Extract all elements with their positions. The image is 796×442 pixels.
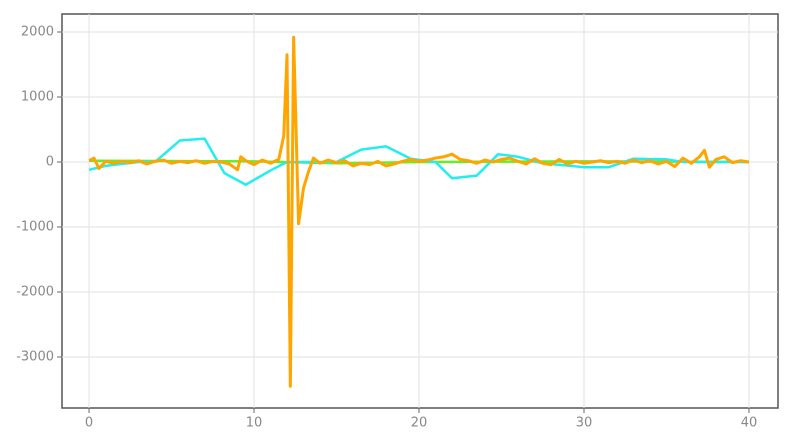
data-line	[88, 137, 749, 186]
lines	[88, 35, 750, 388]
x-tick-label: 0	[85, 416, 93, 431]
y-tick-label: 2000	[21, 25, 54, 40]
data-line	[88, 35, 750, 388]
tick-labels: 0 10 20 30 40 -3000 -2000 -1000 0 1000 2000	[16, 25, 757, 431]
y-tick-label: -2000	[16, 284, 54, 299]
x-tick-label: 10	[246, 416, 263, 431]
y-tick-label: -1000	[16, 219, 54, 234]
x-tick-label: 20	[411, 416, 428, 431]
y-tick-label: 1000	[21, 89, 54, 104]
plot-frame	[61, 13, 779, 409]
x-tick-label: 30	[576, 416, 593, 431]
x-tick-label: 40	[741, 416, 758, 431]
y-tick-label: -3000	[16, 349, 54, 364]
y-tick-label: 0	[46, 154, 54, 169]
